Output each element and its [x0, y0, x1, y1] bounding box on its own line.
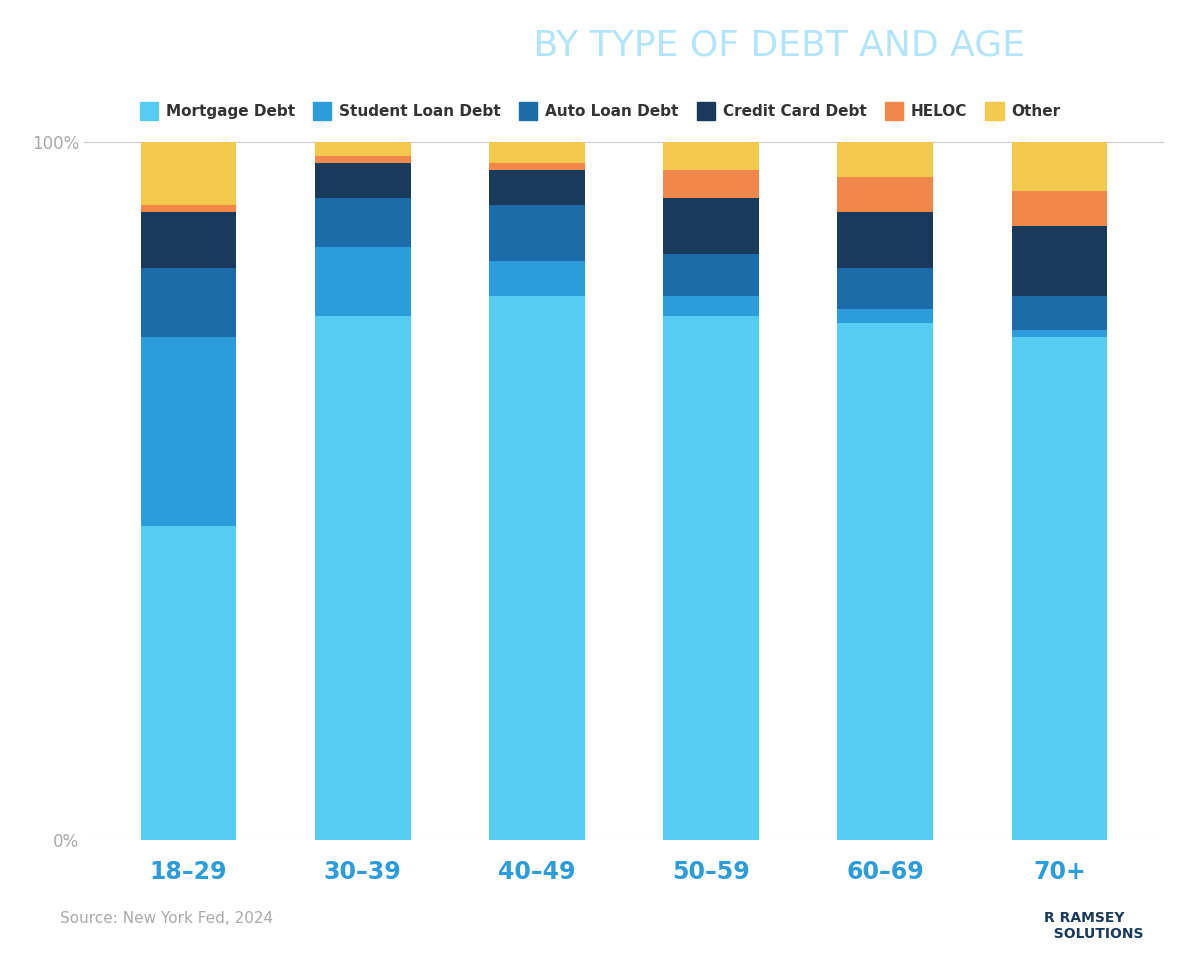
Bar	[490, 295, 584, 840]
Bar	[490, 261, 584, 295]
Bar	[1012, 338, 1108, 840]
Bar	[140, 205, 236, 212]
Text: R RAMSEY
  SOLUTIONS: R RAMSEY SOLUTIONS	[1044, 911, 1144, 941]
Bar	[140, 338, 236, 526]
Bar	[314, 317, 410, 840]
Bar	[490, 205, 584, 261]
Bar	[314, 198, 410, 247]
Bar	[838, 310, 934, 323]
Text: Source: New York Fed, 2024: Source: New York Fed, 2024	[60, 911, 274, 926]
Bar	[490, 170, 584, 205]
Bar	[140, 212, 236, 267]
Bar	[1012, 191, 1108, 226]
Bar	[664, 142, 760, 170]
Bar	[140, 267, 236, 338]
Bar	[664, 254, 760, 295]
Bar	[490, 142, 584, 163]
Text: SHARE OF TOTAL DEBT: SHARE OF TOTAL DEBT	[48, 29, 514, 63]
Bar	[838, 267, 934, 310]
Bar	[1012, 226, 1108, 295]
Bar	[1012, 142, 1108, 191]
Text: BY TYPE OF DEBT AND AGE: BY TYPE OF DEBT AND AGE	[522, 29, 1025, 63]
Bar	[1012, 295, 1108, 330]
Bar	[664, 317, 760, 840]
Bar	[314, 142, 410, 156]
Bar	[1012, 330, 1108, 338]
Bar	[838, 323, 934, 840]
Legend: Mortgage Debt, Student Loan Debt, Auto Loan Debt, Credit Card Debt, HELOC, Other: Mortgage Debt, Student Loan Debt, Auto L…	[139, 102, 1061, 120]
Bar	[314, 247, 410, 317]
Bar	[664, 295, 760, 317]
Bar	[838, 177, 934, 212]
Bar	[490, 163, 584, 170]
Bar	[140, 526, 236, 840]
Bar	[838, 142, 934, 177]
Bar	[664, 170, 760, 198]
Bar	[838, 212, 934, 267]
Bar	[664, 198, 760, 254]
Bar	[314, 156, 410, 163]
Bar	[140, 142, 236, 205]
Bar	[314, 163, 410, 198]
